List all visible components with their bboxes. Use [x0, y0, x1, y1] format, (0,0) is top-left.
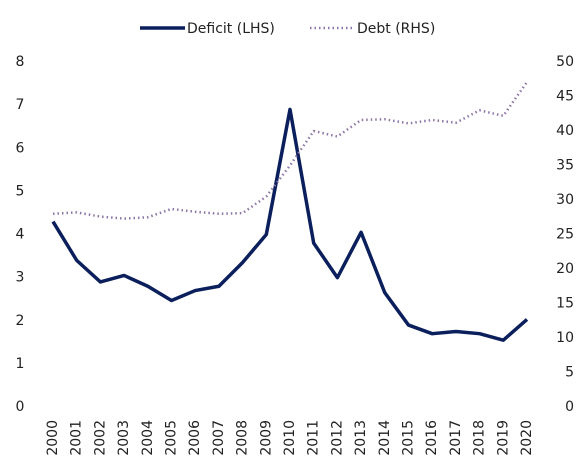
- x-tick-label: 2017: [448, 420, 464, 456]
- legend-label: Debt (RHS): [357, 21, 435, 37]
- y-tick-label: 2: [16, 313, 25, 329]
- x-tick-label: 2009: [258, 420, 274, 456]
- legend-label: Deficit (LHS): [187, 21, 275, 37]
- y-tick-label: 5: [16, 183, 25, 199]
- y2-tick-label: 25: [556, 227, 574, 243]
- y2-tick-label: 10: [556, 330, 574, 346]
- y2-tick-label: 30: [556, 192, 574, 208]
- x-tick-label: 2001: [69, 420, 85, 456]
- x-tick-label: 2006: [187, 420, 203, 456]
- x-tick-label: 2020: [519, 420, 535, 456]
- y2-tick-label: 15: [556, 296, 574, 312]
- y-tick-label: 1: [16, 356, 25, 372]
- x-tick-label: 2002: [92, 420, 108, 456]
- y-tick-label: 3: [16, 270, 25, 286]
- y2-tick-label: 35: [556, 158, 574, 174]
- y2-tick-label: 45: [556, 89, 574, 105]
- y2-tick-label: 40: [556, 123, 574, 139]
- x-tick-label: 2004: [140, 420, 156, 456]
- y-tick-label: 8: [16, 54, 25, 70]
- y-tick-label: 7: [16, 97, 25, 113]
- y-tick-label: 0: [16, 399, 25, 415]
- x-tick-label: 2014: [377, 420, 393, 456]
- series-line: [52, 81, 529, 220]
- x-tick-label: 2005: [164, 420, 180, 456]
- x-tick-label: 2007: [211, 420, 227, 456]
- series-line: [51, 107, 529, 342]
- x-tick-label: 2013: [353, 420, 369, 456]
- y-tick-label: 4: [16, 227, 25, 243]
- x-tick-label: 2000: [45, 420, 61, 456]
- x-tick-label: 2016: [424, 420, 440, 456]
- x-tick-label: 2011: [306, 420, 322, 456]
- x-tick-label: 2008: [235, 420, 251, 456]
- x-tick-label: 2019: [495, 420, 511, 456]
- x-tick-label: 2015: [401, 420, 417, 456]
- y-tick-label: 6: [16, 140, 25, 156]
- x-tick-label: 2010: [282, 420, 298, 456]
- y2-tick-label: 50: [556, 54, 574, 70]
- x-tick-label: 2018: [472, 420, 488, 456]
- x-tick-label: 2003: [116, 420, 132, 456]
- y2-tick-label: 5: [565, 365, 574, 381]
- y2-tick-label: 20: [556, 261, 574, 277]
- y2-tick-label: 0: [565, 399, 574, 415]
- x-tick-label: 2012: [329, 420, 345, 456]
